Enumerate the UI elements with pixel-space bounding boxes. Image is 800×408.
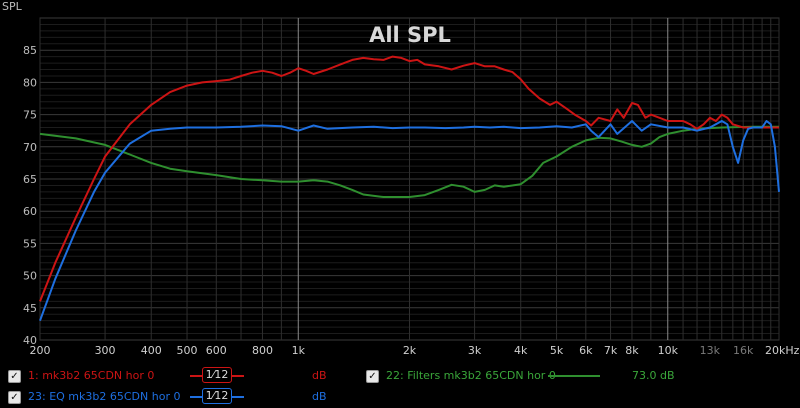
x-tick-label: 500 (177, 344, 198, 357)
legend-checkbox-1[interactable]: ✓ (8, 369, 21, 383)
legend-label-1: 1: mk3b2 65CDN hor 0 (28, 369, 155, 382)
x-tick-label: 1k (292, 344, 306, 357)
x-tick-label: 7k (604, 344, 618, 357)
check-icon: ✓ (368, 370, 377, 382)
legend-value-1: dB (312, 369, 327, 382)
x-tick-label: 10k (658, 344, 679, 357)
check-icon: ✓ (10, 370, 19, 382)
legend-label-2: 23: EQ mk3b2 65CDN hor 0 (28, 390, 181, 403)
series-line-2 (39, 120, 780, 322)
y-tick-label: 55 (23, 237, 37, 250)
legend-row-1: ✓ (8, 367, 29, 385)
legend-checkbox-2[interactable]: ✓ (8, 390, 21, 404)
x-tick-label: 8k (625, 344, 639, 357)
series-line-3 (39, 125, 779, 198)
series-line-1 (39, 55, 779, 302)
y-axis-label: SPL (2, 0, 22, 13)
legend-value-2: dB (312, 390, 327, 403)
x-tick-label: 800 (252, 344, 273, 357)
y-tick-label: 70 (23, 141, 37, 154)
x-tick-label: 200 (30, 344, 51, 357)
legend-row-2: ✓ (8, 388, 29, 406)
legend-value-3: 73.0 dB (632, 369, 675, 382)
x-tick-label: 4k (514, 344, 528, 357)
y-tick-label: 80 (23, 76, 37, 89)
x-tick-label: 16k (733, 344, 754, 357)
plot-area[interactable]: 40 45 50 55 60 65 70 75 80 85 200 300 400 500 600 800 1… (0, 0, 800, 362)
x-tick-label: 3k (468, 344, 482, 357)
legend-panel: ✓ 1: mk3b2 65CDN hor 0 1⁄12 dB ✓ 22: Fil… (0, 362, 800, 408)
y-tick-label: 50 (23, 270, 37, 283)
check-icon: ✓ (10, 391, 19, 403)
legend-line-swatch-3 (548, 375, 600, 377)
y-tick-label: 45 (23, 302, 37, 315)
smoothing-box-1[interactable]: 1⁄12 (202, 367, 232, 383)
x-tick-label: 400 (141, 344, 162, 357)
x-tick-label: 13k (700, 344, 721, 357)
legend-label-3: 22: Filters mk3b2 65CDN hor 0 (386, 369, 556, 382)
x-tick-label: 5k (550, 344, 564, 357)
y-tick-label: 60 (23, 205, 37, 218)
legend-checkbox-3[interactable]: ✓ (366, 369, 379, 383)
y-tick-label: 85 (23, 44, 37, 57)
y-tick-label: 75 (23, 109, 37, 122)
x-tick-label: 20kHz (765, 344, 800, 357)
y-tick-label: 65 (23, 173, 37, 186)
x-tick-label: 6k (579, 344, 593, 357)
x-tick-label: 2k (403, 344, 417, 357)
legend-row-3: ✓ (366, 367, 387, 385)
x-tick-label: 600 (206, 344, 227, 357)
chart-title: All SPL (369, 23, 451, 47)
smoothing-box-2[interactable]: 1⁄12 (202, 388, 232, 404)
spl-chart: 40 45 50 55 60 65 70 75 80 85 200 300 400 500 600 800 1… (23, 17, 800, 357)
x-tick-label: 300 (95, 344, 116, 357)
y-tick-label: 40 (23, 334, 37, 347)
